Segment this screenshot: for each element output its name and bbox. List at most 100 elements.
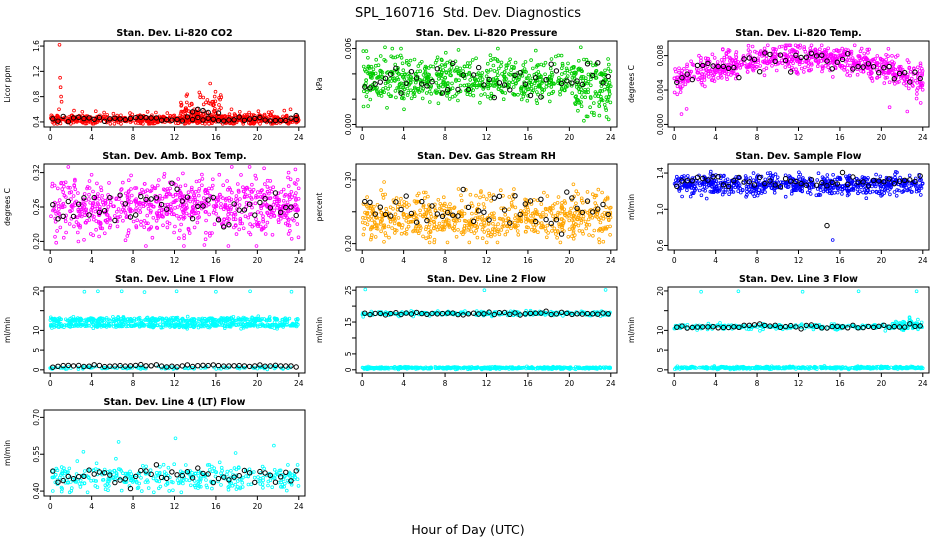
- y-tick-label: 0: [32, 367, 41, 372]
- x-tick-label: 16: [211, 379, 221, 388]
- x-tick-label: 24: [294, 133, 304, 142]
- overlay-points-layer: [362, 186, 611, 237]
- x-tick-label: 12: [482, 379, 492, 388]
- panels-grid: Stan. Dev. Li-820 CO2 Licor ppm 0.4 0.8 1.2 1…: [0, 26, 936, 518]
- panel-chart: Stan. Dev. Li-820 Temp. degrees C 0.000 0.0…: [627, 28, 930, 142]
- x-tick-label: 20: [877, 256, 887, 265]
- x-tick-label: 24: [606, 379, 616, 388]
- panel-title: Stan. Dev. Gas Stream RH: [417, 151, 556, 162]
- plot-box: [43, 286, 306, 374]
- overlay-points-layer: [362, 308, 611, 318]
- x-tick-label: 16: [211, 256, 221, 265]
- y-tick-label: 15: [344, 317, 353, 327]
- overlay-points-layer: [674, 321, 923, 332]
- x-tick-label: 0: [672, 133, 677, 142]
- overlay-points-layer: [674, 50, 923, 86]
- panel-chart: Stan. Dev. Gas Stream RH percent 0.20 0.30 0…: [315, 151, 618, 265]
- y-axis-label: percent: [315, 193, 324, 222]
- x-tick-label: 0: [360, 133, 365, 142]
- y-tick-label: 0.55: [32, 446, 41, 463]
- x-tick-label: 8: [755, 379, 760, 388]
- plot-box: [355, 286, 618, 374]
- panel-chart: Stan. Dev. Li-820 CO2 Licor ppm 0.4 0.8 1.2 1…: [3, 28, 306, 142]
- overlay-points-layer: [50, 462, 299, 492]
- x-tick-label: 4: [401, 256, 406, 265]
- y-tick-label: 1.4: [656, 167, 665, 179]
- x-tick-label: 8: [443, 379, 448, 388]
- x-tick-label: 24: [294, 502, 304, 511]
- panel-chart: Stan. Dev. Line 4 (LT) Flow ml/min 0.40 0.5…: [3, 397, 306, 511]
- x-tick-label: 16: [835, 379, 845, 388]
- panel-chart: Stan. Dev. Sample Flow ml/min 0.6 1.0 1.4 0 4 8…: [627, 151, 930, 265]
- y-axis-label: ml/min: [627, 317, 636, 343]
- x-tick-label: 8: [131, 502, 136, 511]
- y-axis-label: degrees C: [3, 188, 12, 226]
- x-tick-label: 4: [89, 379, 94, 388]
- x-tick-label: 0: [48, 256, 53, 265]
- x-tick-label: 20: [565, 379, 575, 388]
- y-axis-label: ml/min: [3, 440, 12, 466]
- x-tick-label: 4: [401, 379, 406, 388]
- panel-8: Stan. Dev. Line 2 Flow ml/min 0 5 15 25 0 4 8 12 1…: [312, 272, 624, 395]
- x-tick-label: 20: [253, 379, 263, 388]
- x-tick-label: 16: [835, 133, 845, 142]
- y-tick-label: 10: [656, 325, 665, 335]
- x-tick-label: 24: [918, 379, 928, 388]
- y-tick-label: 0.000: [344, 114, 353, 136]
- panel-5: Stan. Dev. Gas Stream RH percent 0.20 0.30 0…: [312, 149, 624, 272]
- plot-box: [355, 163, 618, 251]
- panel-2: Stan. Dev. Li-820 Pressure kPa 0.000 0.006 0…: [312, 26, 624, 149]
- x-tick-label: 12: [170, 256, 180, 265]
- x-tick-label: 8: [443, 256, 448, 265]
- x-tick-label: 20: [253, 256, 263, 265]
- panel-title: Stan. Dev. Li-820 Temp.: [735, 28, 862, 39]
- x-tick-label: 0: [48, 379, 53, 388]
- panel-title: Stan. Dev. Line 4 (LT) Flow: [104, 397, 246, 408]
- x-tick-label: 20: [253, 133, 263, 142]
- x-tick-label: 20: [565, 256, 575, 265]
- x-tick-label: 12: [794, 379, 804, 388]
- panel-title: Stan. Dev. Sample Flow: [735, 151, 861, 162]
- y-tick-label: 0.4: [32, 116, 41, 128]
- x-tick-label: 0: [360, 256, 365, 265]
- x-tick-label: 24: [918, 133, 928, 142]
- x-tick-label: 12: [794, 133, 804, 142]
- panel-7: Stan. Dev. Line 1 Flow ml/min 0 5 10 20 0 4 8 12 1…: [0, 272, 312, 395]
- x-tick-label: 24: [918, 256, 928, 265]
- y-tick-label: 0.004: [656, 79, 665, 101]
- y-axis-label: ml/min: [627, 194, 636, 220]
- y-tick-label: 10: [32, 325, 41, 335]
- panel-title: Stan. Dev. Li-820 Pressure: [416, 28, 558, 39]
- y-tick-label: 0.26: [32, 198, 41, 215]
- x-tick-label: 24: [606, 256, 616, 265]
- x-tick-label: 16: [523, 133, 533, 142]
- x-tick-label: 16: [211, 133, 221, 142]
- y-tick-label: 0: [656, 367, 665, 372]
- y-tick-label: 25: [344, 285, 353, 295]
- y-tick-label: 1.0: [656, 203, 665, 215]
- overlay-points-layer: [50, 106, 299, 125]
- x-tick-label: 20: [877, 379, 887, 388]
- overlay-points-layer: [50, 180, 299, 230]
- figure-title: SPL_160716 Std. Dev. Diagnostics: [355, 5, 581, 21]
- panel-chart: Stan. Dev. Line 3 Flow ml/min 0 5 10 20 0 4 8 12 1…: [627, 274, 930, 388]
- panel-title: Stan. Dev. Line 1 Flow: [115, 274, 234, 285]
- y-tick-label: 20: [32, 286, 41, 296]
- x-tick-label: 4: [401, 133, 406, 142]
- x-tick-label: 4: [89, 502, 94, 511]
- y-tick-label: 0.006: [344, 38, 353, 60]
- panel-10: Stan. Dev. Line 4 (LT) Flow ml/min 0.40 0.5…: [0, 395, 312, 518]
- x-tick-label: 8: [443, 133, 448, 142]
- y-tick-label: 0.008: [656, 45, 665, 67]
- x-tick-label: 16: [523, 379, 533, 388]
- y-tick-label: 0.70: [32, 409, 41, 426]
- y-axis-label: ml/min: [3, 317, 12, 343]
- panel-3: Stan. Dev. Li-820 Temp. degrees C 0.000 0.0…: [624, 26, 936, 149]
- x-tick-label: 16: [211, 502, 221, 511]
- y-axis-label: degrees C: [627, 65, 636, 103]
- y-tick-label: 0.32: [32, 164, 41, 181]
- panel-title: Stan. Dev. Line 2 Flow: [427, 274, 546, 285]
- y-tick-label: 1.2: [32, 65, 41, 77]
- x-tick-label: 4: [713, 379, 718, 388]
- x-tick-label: 0: [360, 379, 365, 388]
